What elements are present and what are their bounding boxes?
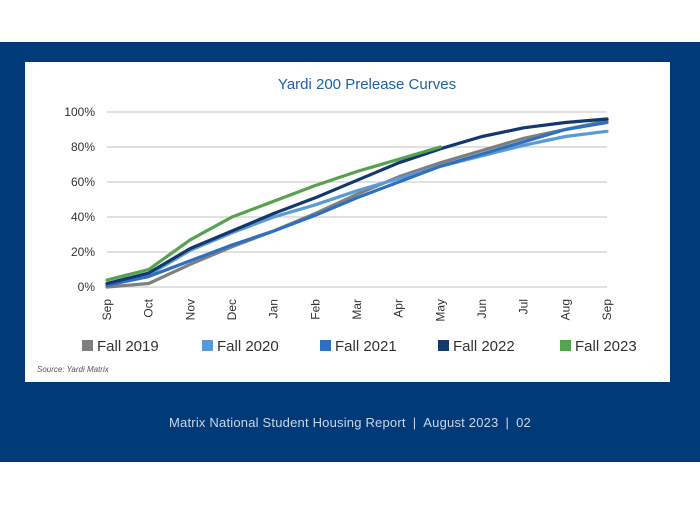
x-tick-label: Apr bbox=[392, 299, 406, 318]
x-tick-label: Jun bbox=[475, 299, 489, 318]
legend-label-fall-2019: Fall 2019 bbox=[97, 338, 159, 355]
y-tick-label: 0% bbox=[78, 280, 96, 294]
series-line-fall-2020 bbox=[105, 129, 609, 286]
x-tick-label: Jan bbox=[267, 299, 281, 318]
report-footer: Matrix National Student Housing Report | A… bbox=[0, 415, 700, 430]
series-line-fall-2022 bbox=[105, 117, 609, 286]
prelease-chart: Yardi 200 Prelease Curves 0% 20% 40% 60% 80% 1… bbox=[37, 76, 637, 374]
legend-label-fall-2021: Fall 2021 bbox=[335, 338, 397, 355]
x-tick-label: Nov bbox=[183, 299, 197, 320]
legend-label-fall-2022: Fall 2022 bbox=[453, 338, 515, 355]
source-note: Source: Yardi Matrix bbox=[37, 365, 110, 374]
legend-swatch-fall-2020 bbox=[202, 340, 213, 351]
footer-separator: | bbox=[505, 415, 510, 430]
y-tick-label: 40% bbox=[71, 210, 95, 224]
legend-swatch-fall-2023 bbox=[560, 340, 571, 351]
legend-label-fall-2020: Fall 2020 bbox=[217, 338, 279, 355]
y-tick-label: 100% bbox=[64, 105, 95, 119]
x-tick-label: Feb bbox=[308, 299, 322, 320]
chart-card: Yardi 200 Prelease Curves 0% 20% 40% 60% 80% 1… bbox=[25, 62, 670, 382]
legend-swatch-fall-2022 bbox=[438, 340, 449, 351]
legend-label-fall-2023: Fall 2023 bbox=[575, 338, 637, 355]
x-tick-label: Aug bbox=[558, 299, 572, 320]
y-tick-label: 80% bbox=[71, 140, 95, 154]
y-tick-label: 60% bbox=[71, 175, 95, 189]
footer-separator: | bbox=[412, 415, 417, 430]
footer-page-number: 02 bbox=[516, 415, 531, 430]
footer-date: August 2023 bbox=[423, 415, 499, 430]
x-tick-label: Sep bbox=[600, 299, 614, 321]
x-tick-label: Mar bbox=[350, 299, 364, 320]
series-line-fall-2023 bbox=[105, 145, 442, 282]
x-tick-label: Sep bbox=[100, 299, 114, 321]
x-tick-label: Oct bbox=[142, 298, 156, 317]
x-tick-label: Dec bbox=[225, 299, 239, 320]
series-line-fall-2021 bbox=[105, 120, 609, 287]
y-tick-label: 20% bbox=[71, 245, 95, 259]
x-tick-label: Jul bbox=[517, 299, 531, 314]
legend-swatch-fall-2019 bbox=[82, 340, 93, 351]
series-line-fall-2019 bbox=[105, 119, 609, 289]
legend-swatch-fall-2021 bbox=[320, 340, 331, 351]
x-tick-label: May bbox=[433, 299, 447, 322]
chart-title: Yardi 200 Prelease Curves bbox=[278, 76, 456, 93]
footer-report-name: Matrix National Student Housing Report bbox=[169, 415, 406, 430]
report-background-panel: Yardi 200 Prelease Curves 0% 20% 40% 60% 80% 1… bbox=[0, 42, 700, 462]
